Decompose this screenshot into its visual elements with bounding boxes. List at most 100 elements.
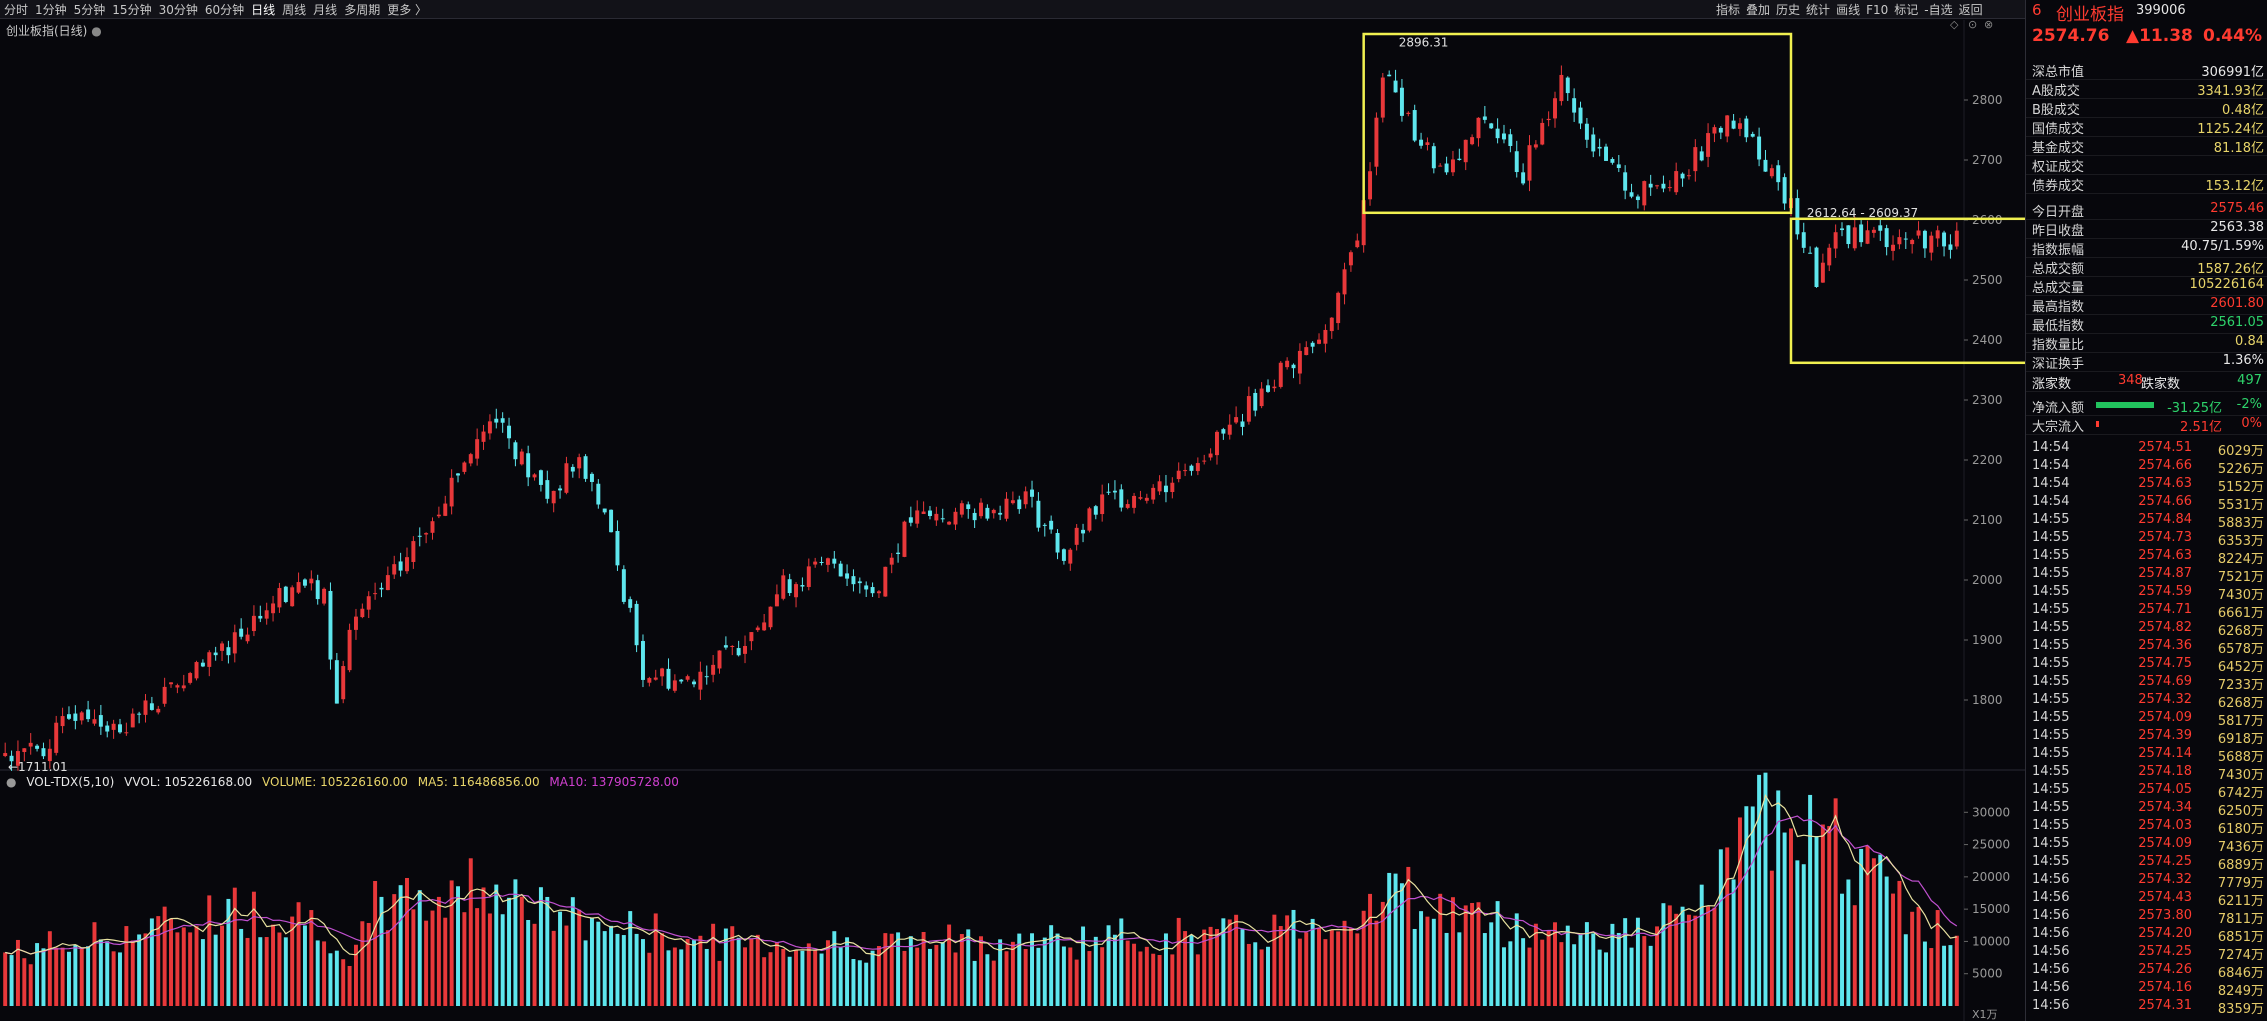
gear-icon[interactable]: ⊙ [1968,18,1978,31]
candle-body [640,641,645,680]
tick-price: 2574.63 [2138,548,2192,563]
volume-indicator-name[interactable]: VOL-TDX(5,10) [26,775,115,789]
volume-bar [175,932,180,1006]
candle-body [1661,183,1666,189]
volume-bar [481,887,486,1006]
candle-body [379,587,384,590]
tool-4[interactable]: 画线 [1836,3,1861,17]
candle-body [328,590,333,660]
candle-body [1476,117,1481,139]
candle-body [921,511,926,514]
tool-8[interactable]: 返回 [1958,3,1983,17]
candle-body [360,608,365,618]
index-name[interactable]: 创业板指 [2056,5,2124,25]
volume-bar [1151,953,1156,1006]
period-4[interactable]: 30分钟 [158,3,198,17]
volume-bar [1183,931,1188,1006]
candle-body [417,535,422,537]
volume-bar [1049,925,1054,1006]
stat-label: 最高指数 [2032,300,2085,315]
candle-body [1814,247,1819,288]
volume-bar [794,950,799,1006]
volume-bar [921,931,926,1006]
period-8[interactable]: 月线 [313,3,338,17]
tool-1[interactable]: 叠加 [1746,3,1771,17]
volume-bar [302,925,307,1006]
candle-body [589,473,594,482]
close-icon[interactable]: ⊗ [1984,18,1994,31]
candle-body [876,591,881,594]
tick-row: 14:55 2574.69 7233万 [2026,674,2267,693]
volume-bar [1922,941,1927,1006]
candle-body [1412,110,1417,141]
tool-2[interactable]: 历史 [1776,3,1801,17]
volume-bar [787,956,792,1006]
volume-bar [169,918,173,1006]
period-0[interactable]: 分时 [4,3,29,17]
diamond-icon[interactable]: ◇ [1950,18,1959,31]
candle-body [1801,232,1806,248]
candle-body [1329,317,1334,332]
volume-bar [1910,911,1915,1006]
tool-5[interactable]: F10 [1866,3,1889,17]
volume-bar [985,954,990,1006]
period-9[interactable]: 多周期 [344,3,381,17]
period-2[interactable]: 5分钟 [73,3,106,17]
volume-bar [54,947,59,1006]
volume-bar [1259,949,1264,1006]
stat-value: 40.75/1.59% [2181,239,2264,254]
stat-value: 1587.26亿 [2197,262,2264,277]
period-6[interactable]: 日线 [251,3,276,17]
stat-label: 深总市值 [2032,65,2085,80]
volume-bar [813,949,818,1006]
tool-0[interactable]: 指标 [1716,3,1741,17]
candle-body [1023,491,1028,505]
volume-bar [1495,901,1500,1006]
candle-body [1527,145,1532,181]
candle-body [105,725,110,732]
candle-body [628,599,633,608]
stat-row: A股成交 3341.93亿 [2026,79,2267,99]
candle-body [1769,168,1774,177]
tool-3[interactable]: 统计 [1806,3,1831,17]
volume-bar [1061,946,1066,1006]
volume-indicator-toggle-icon[interactable]: ● [6,775,17,789]
candle-body [1457,158,1462,160]
period-5[interactable]: 60分钟 [204,3,245,17]
tool-7[interactable]: -自选 [1924,3,1953,17]
candle-body [1406,112,1411,114]
tick-row: 14:56 2574.16 8249万 [2026,980,2267,999]
highlight-box-right [1789,217,2025,365]
volume-bar [143,933,148,1006]
volume-bar [1578,934,1583,1006]
period-3[interactable]: 15分钟 [112,3,152,17]
candle-body [296,582,301,593]
period-10[interactable]: 更多 〉 [387,3,428,17]
volume-bar [972,960,977,1006]
candle-body [1419,139,1424,146]
candle-body [985,507,990,519]
volume-bar [558,911,563,1006]
candle-body [1667,187,1672,189]
volume-bar [347,965,352,1006]
volume-bar [1789,828,1793,1006]
tool-6[interactable]: 标记 [1894,3,1919,17]
candle-body [596,483,601,505]
volume-bar [1514,913,1519,1006]
stat-row: 深证换手 1.36% [2026,352,2267,372]
volume-bar [806,943,811,1006]
volume-bar [1202,929,1207,1006]
volume-value: VOLUME: 105226160.00 [262,775,408,789]
period-1[interactable]: 1分钟 [35,3,67,17]
candle-body [1291,364,1296,369]
highlight-box-top [1362,32,1793,215]
volume-bar [1546,930,1551,1006]
candle-body [1348,252,1353,266]
kline-chart[interactable]: 1800190020002100220023002400250026002700… [0,0,2025,1021]
volume-tick-label: 15000 [1972,902,2010,916]
volume-bar [1081,926,1086,1006]
candle-body [800,585,805,587]
candle-body [1004,498,1009,519]
settings-dot-icon[interactable]: ● [91,24,102,38]
period-7[interactable]: 周线 [282,3,307,17]
